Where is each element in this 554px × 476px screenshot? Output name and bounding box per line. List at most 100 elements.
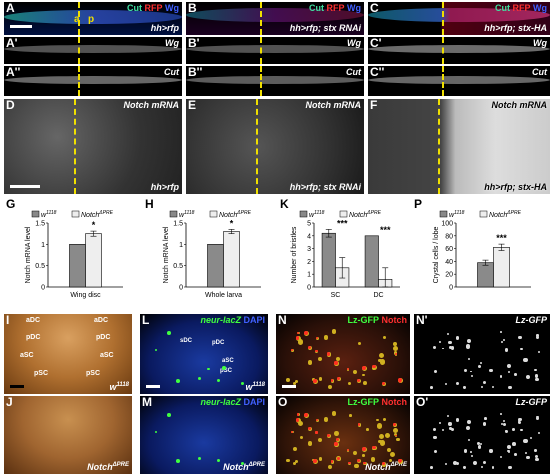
channel-wg: Wg [165, 3, 179, 13]
channel-dapi: DAPI [243, 315, 265, 325]
fluorescent-spot [523, 438, 528, 443]
fluorescent-spot [446, 414, 450, 418]
fluorescent-spot [499, 375, 503, 378]
panel-letter: E [188, 99, 197, 112]
fluorescent-spot [467, 420, 472, 425]
fluorescent-spot [469, 451, 472, 454]
channel-notch-mrna: Notch mRNA [491, 100, 548, 110]
significance-label: *** [496, 233, 507, 243]
y-tick-label: 0.5 [173, 263, 183, 270]
bar [364, 235, 379, 288]
fluorescent-spot [376, 418, 379, 422]
fluorescent-spot [349, 414, 352, 418]
panel-j: J NotchΔPRE [4, 396, 132, 474]
panel-letter: O' [416, 396, 429, 409]
genotype-superscript: ΔPRE [112, 462, 129, 468]
fluorescent-spot [326, 352, 331, 356]
fluorescent-spot [294, 379, 299, 383]
channel-label: Cut RFP Wg [309, 3, 361, 13]
tissue-band [186, 8, 364, 22]
fluorescent-spot [463, 449, 467, 453]
fluorescent-spot [331, 329, 336, 334]
fluorescent-spot [286, 458, 290, 463]
y-tick-label: 60 [445, 246, 453, 253]
bristle-adc: aDC [94, 317, 109, 324]
panel-letter: A' [6, 37, 18, 50]
fluorescent-spot [504, 430, 507, 433]
fluorescent-spot [377, 439, 382, 444]
fluorescent-spot [297, 331, 300, 334]
fluorescent-spot [480, 465, 483, 468]
channel-label: Cut RFP Wg [127, 3, 179, 13]
panel-letter: C' [370, 37, 382, 50]
fluorescent-spot [538, 431, 541, 434]
channel-notch-mrna: Notch mRNA [305, 100, 362, 110]
bristle-asc: aSC [20, 352, 34, 359]
fluorescent-spot [348, 461, 351, 465]
scale-bar [10, 25, 32, 28]
fluorescent-spot [334, 430, 339, 436]
fluorescent-spot [217, 459, 221, 463]
fluorescent-spot [398, 380, 402, 383]
fluorescent-spot [432, 427, 436, 431]
fluorescent-spot [291, 430, 294, 433]
fluorescent-spot [489, 368, 493, 372]
significance-label: * [230, 218, 234, 228]
fluorescent-spot [393, 351, 398, 355]
panel-letter: N [278, 314, 287, 327]
fluorescent-spot [535, 454, 539, 459]
ap-boundary [442, 37, 444, 64]
y-tick-label: 5 [307, 221, 311, 228]
fluorescent-spot [295, 417, 300, 422]
channel-label: Cut RFP Wg [495, 3, 547, 13]
bristle-asc: aSC [222, 358, 234, 364]
tissue-band [4, 76, 182, 84]
fluorescent-spot [286, 378, 290, 383]
panel-l: L neur-lacZ DAPI sDC pDC aSC pSC w1118 [140, 314, 268, 394]
fluorescent-spot [392, 341, 397, 346]
channel-label: neur-lacZ DAPI [200, 315, 265, 325]
legend-swatch-w1118 [299, 210, 308, 218]
fluorescent-spot [346, 448, 349, 452]
panel-n: N Lz-GFP Notch [276, 314, 410, 394]
fluorescent-spot [377, 358, 382, 363]
legend-superscript: ΔPRE [506, 210, 521, 216]
channel-notch-mrna: Notch mRNA [123, 100, 180, 110]
fluorescent-spot [307, 441, 313, 446]
fluorescent-spot [393, 432, 398, 437]
fluorescent-spot [308, 427, 312, 431]
channel-lz-gfp: Lz-GFP [347, 397, 379, 407]
y-tick-label: 100 [441, 221, 453, 228]
fluorescent-spot [308, 345, 312, 349]
channel-rfp: RFP [144, 3, 163, 13]
fluorescent-spot [452, 461, 458, 466]
fluorescent-spot [304, 331, 308, 335]
fluorescent-spot [508, 370, 510, 373]
panel-c-prime: C' Wg [368, 37, 550, 64]
fluorescent-spot [463, 368, 467, 373]
legend-swatch-notch [209, 210, 218, 218]
fluorescent-spot [328, 385, 333, 390]
fluorescent-spot [448, 422, 452, 426]
fluorescent-spot [500, 412, 503, 415]
fluorescent-spot [346, 368, 349, 371]
fluorescent-spot [500, 422, 503, 425]
scale-bar [10, 185, 40, 188]
fluorescent-spot [372, 364, 376, 369]
fluorescent-spot [520, 429, 523, 432]
legend-superscript: ΔPRE [98, 210, 113, 216]
fluorescent-spot [378, 433, 385, 439]
fluorescent-spot [444, 382, 448, 386]
ap-boundary [260, 66, 262, 96]
fluorescent-spot [361, 366, 366, 370]
fluorescent-spot [175, 379, 180, 383]
bar [493, 247, 510, 288]
y-tick-label: 0 [307, 285, 311, 292]
fluorescent-spot [392, 423, 396, 427]
fluorescent-spot [455, 462, 460, 466]
scale-bar [10, 385, 24, 388]
fluorescent-spot [313, 379, 317, 383]
panel-letter: N' [416, 314, 428, 327]
fluorescent-spot [433, 436, 436, 439]
